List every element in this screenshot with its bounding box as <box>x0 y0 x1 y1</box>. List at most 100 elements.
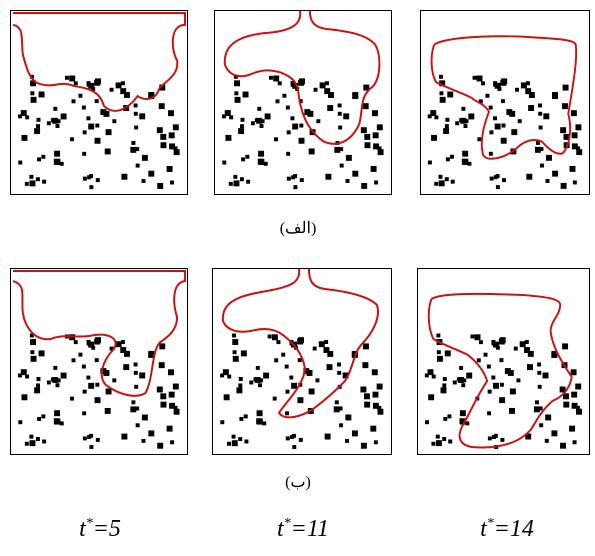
panel-svg <box>220 269 384 450</box>
particle <box>34 387 41 394</box>
particle <box>233 180 240 187</box>
particle <box>233 74 238 79</box>
particle <box>372 402 379 409</box>
particle <box>82 130 87 135</box>
particle <box>285 436 290 441</box>
particle <box>436 350 441 355</box>
particle <box>323 347 330 353</box>
particle <box>461 106 466 111</box>
particle <box>570 369 577 376</box>
particle <box>94 79 101 86</box>
particle <box>133 111 138 116</box>
particle <box>424 373 429 378</box>
particle <box>337 362 341 367</box>
particle <box>377 146 382 151</box>
particle <box>124 92 130 98</box>
time-label-t5: t*=5 <box>79 516 121 542</box>
particle <box>515 87 520 92</box>
particle <box>435 434 440 439</box>
particle <box>60 113 67 120</box>
particle <box>34 128 41 135</box>
particle <box>571 132 578 139</box>
particle <box>425 420 429 425</box>
particle <box>562 343 569 350</box>
particle <box>130 146 137 153</box>
particle <box>285 105 290 110</box>
particle <box>53 418 60 425</box>
particle <box>264 113 271 120</box>
particle <box>95 382 100 387</box>
particle <box>439 96 446 103</box>
particle <box>18 160 23 165</box>
particle <box>449 154 454 159</box>
particle <box>105 388 112 395</box>
particle <box>232 350 237 355</box>
particle <box>100 368 107 375</box>
particle <box>82 151 87 156</box>
particle <box>94 338 101 345</box>
particle <box>109 346 114 351</box>
particle <box>298 437 303 442</box>
particle <box>464 119 469 124</box>
particle <box>131 400 136 405</box>
panel-a-t5 <box>10 10 188 195</box>
particle <box>468 113 475 120</box>
particle <box>227 374 232 379</box>
particle <box>59 421 64 426</box>
particle <box>290 116 295 121</box>
particle <box>234 96 241 103</box>
particle <box>498 338 505 345</box>
particle <box>360 386 367 393</box>
particle <box>534 146 541 153</box>
particle <box>172 383 179 390</box>
particle <box>506 109 513 116</box>
particle <box>53 158 60 165</box>
particle <box>88 382 95 389</box>
particle <box>559 386 566 393</box>
particle <box>168 369 174 376</box>
particle <box>52 377 59 383</box>
particle <box>440 387 447 394</box>
particle <box>313 87 318 92</box>
particle <box>169 143 176 150</box>
particle <box>267 334 272 339</box>
particle <box>360 127 367 134</box>
particle <box>370 165 377 172</box>
particle <box>438 180 445 187</box>
particle <box>160 401 167 408</box>
particle <box>448 439 453 444</box>
particle <box>158 362 165 369</box>
particle <box>537 370 542 375</box>
particle <box>290 435 294 440</box>
particle <box>71 358 76 363</box>
particle <box>318 341 325 348</box>
particle <box>30 96 37 103</box>
particle <box>141 154 148 161</box>
particle <box>120 81 125 86</box>
particle <box>517 119 522 124</box>
particle <box>222 369 229 376</box>
particle <box>172 124 179 131</box>
panel-svg <box>12 270 187 450</box>
particle <box>220 420 225 425</box>
particle <box>88 82 95 89</box>
particle <box>364 393 370 400</box>
particle <box>337 103 342 108</box>
particle <box>291 382 298 389</box>
particle <box>37 416 42 421</box>
panel-svg <box>222 11 384 190</box>
particle <box>124 350 130 357</box>
particle <box>431 134 438 141</box>
particle <box>53 365 58 370</box>
particle <box>525 88 532 95</box>
particle <box>298 99 303 104</box>
particle <box>115 82 122 89</box>
particle <box>572 440 577 445</box>
particle <box>120 88 127 95</box>
particle <box>575 405 580 410</box>
particle <box>292 82 299 89</box>
particle <box>543 113 550 120</box>
particle <box>539 147 544 152</box>
particle <box>30 339 37 345</box>
fluid-interface <box>12 12 187 112</box>
